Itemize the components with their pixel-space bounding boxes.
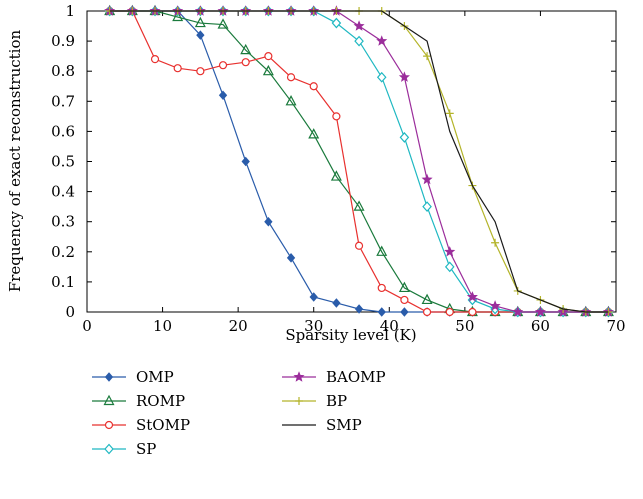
series-line-stomp [110,11,609,312]
data-point-omp [401,308,408,316]
legend-swatch-marker [295,397,303,405]
legend-swatch-marker [105,396,114,405]
legend-item-romp: ROMP [92,392,185,410]
legend-label: ROMP [136,392,185,410]
x-tick-label: 60 [531,317,550,335]
data-point-stomp [356,242,363,249]
y-tick-label: 0.6 [51,122,75,140]
series-stomp [106,8,612,316]
data-point-stomp [378,284,385,291]
data-point-omp [242,158,249,166]
series-line-smp [110,11,609,312]
series-layer [105,6,613,317]
x-axis-title: Sparsity level (K) [285,326,416,344]
data-point-baomp [445,247,455,256]
series-omp [106,7,612,316]
y-tick-label: 0.2 [51,243,75,261]
legend-label: OMP [136,368,174,386]
series-line-omp [110,11,609,312]
series-bp [106,7,613,316]
y-tick-label: 0.5 [51,153,75,171]
y-tick-label: 0.4 [51,183,75,201]
data-point-stomp [197,68,204,75]
x-tick-label: 50 [455,317,474,335]
data-point-sp [423,202,431,211]
series-line-sp [110,11,609,312]
y-tick-label: 0.9 [51,32,75,50]
y-tick-label: 0 [65,303,75,321]
legend-swatch-marker [105,445,113,454]
data-point-sp [378,73,386,82]
data-point-sp [355,37,363,46]
plot-frame [87,11,616,312]
data-point-bp [446,109,454,117]
x-tick-label: 20 [229,317,248,335]
data-point-stomp [424,309,431,316]
legend-item-sp: SP [92,440,156,458]
series-romp [105,6,613,316]
data-point-stomp [242,59,249,66]
legend-item-omp: OMP [92,368,174,386]
legend-label: BP [326,392,347,410]
data-point-sp [332,19,340,28]
data-point-stomp [446,309,453,316]
legend-item-smp: SMP [282,416,362,434]
data-point-stomp [469,309,476,316]
data-point-sp [400,133,408,142]
legend-swatch-marker [106,373,113,381]
legend-label: SMP [326,416,362,434]
data-point-stomp [401,296,408,303]
legend-label: SP [136,440,156,458]
series-line-bp [110,11,609,312]
x-tick-label: 70 [606,317,625,335]
legend-swatch-marker [106,422,113,429]
data-point-bp [491,239,499,247]
legend-item-baomp: BAOMP [282,368,386,386]
x-tick-label: 0 [82,317,92,335]
y-tick-label: 0.7 [51,92,75,110]
legend: OMP ROMP StOMP SP BAOMP BP SMP [92,368,386,458]
data-point-stomp [174,65,181,72]
data-point-baomp [422,175,432,184]
data-point-stomp [288,74,295,81]
series-line-romp [110,11,609,312]
x-tick-label: 10 [153,317,172,335]
legend-label: StOMP [136,416,190,434]
data-point-stomp [220,62,227,69]
series-smp [110,11,609,312]
series-line-baomp [110,11,609,312]
data-point-baomp [377,36,387,45]
data-point-stomp [265,53,272,60]
legend-item-bp: BP [282,392,347,410]
data-point-omp [220,91,227,99]
legend-label: BAOMP [326,368,386,386]
series-baomp [105,6,613,316]
data-point-romp [423,295,432,304]
data-point-omp [333,299,340,307]
data-point-omp [378,308,385,316]
data-point-stomp [152,56,159,63]
series-sp [106,7,613,317]
data-point-stomp [333,113,340,120]
data-point-omp [310,293,317,301]
axis-ticks: 0 10 20 30 40 50 60 70 0 0.1 0.2 0.3 0.4 0.5 0.6 0.7 0.8… [51,2,625,335]
legend-item-stomp: StOMP [92,416,190,434]
y-axis-title: Frequency of exact reconstruction [6,29,24,292]
y-tick-label: 0.1 [51,273,75,291]
data-point-stomp [310,83,317,90]
y-tick-label: 1 [65,2,75,20]
y-tick-label: 0.8 [51,62,75,80]
legend-swatch-marker [294,372,304,381]
y-tick-label: 0.3 [51,213,75,231]
